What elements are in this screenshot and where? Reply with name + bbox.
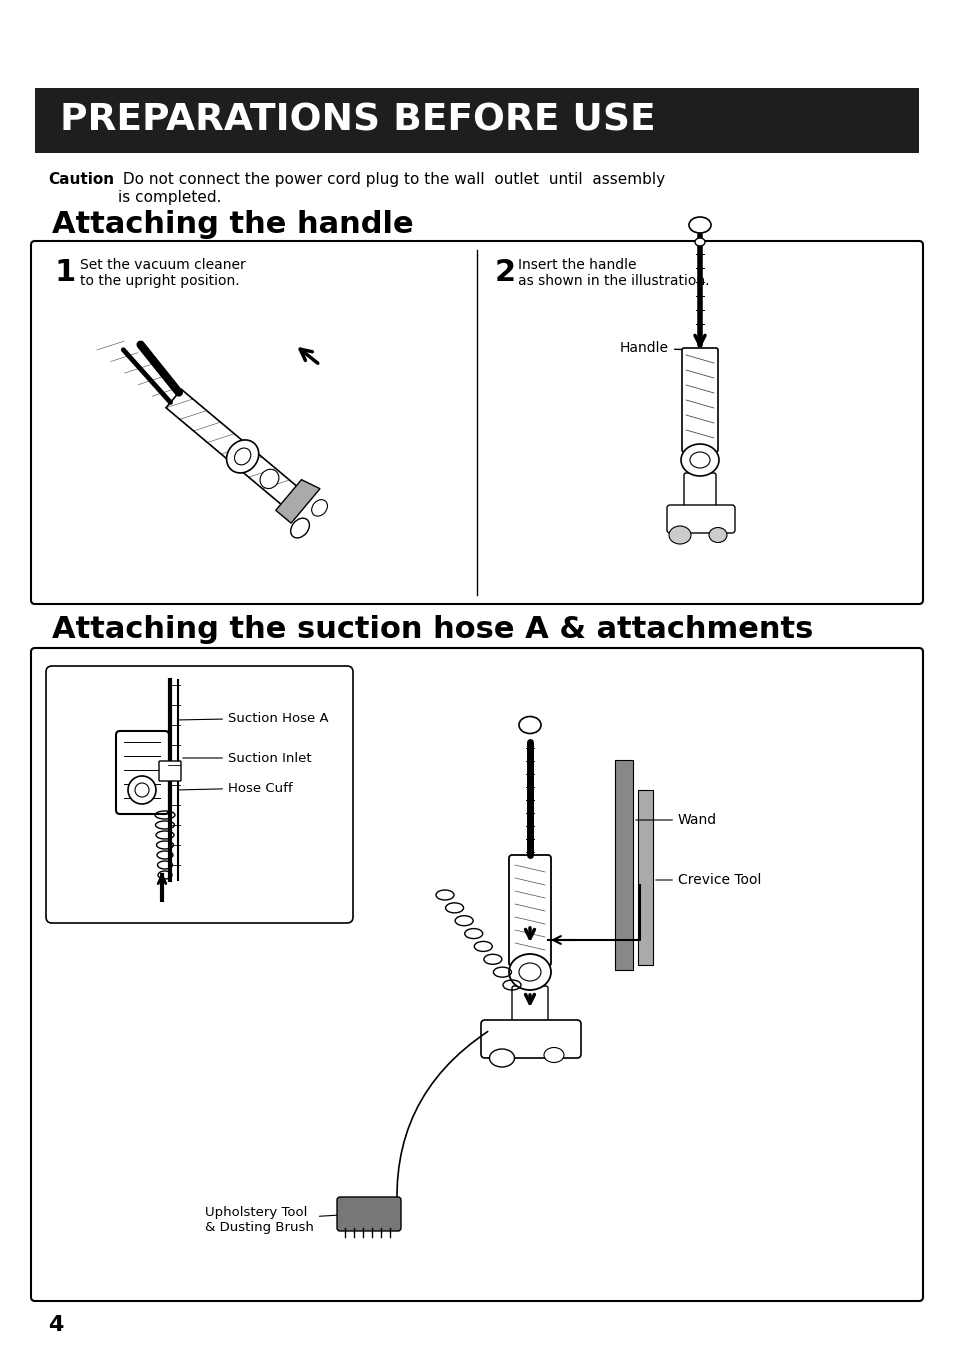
Text: Suction Inlet: Suction Inlet <box>183 751 312 764</box>
Text: Attaching the handle: Attaching the handle <box>52 210 414 239</box>
FancyBboxPatch shape <box>683 473 716 512</box>
Ellipse shape <box>680 443 719 476</box>
Ellipse shape <box>688 217 710 233</box>
Text: Caution: Caution <box>48 173 114 187</box>
Ellipse shape <box>312 500 327 516</box>
Text: 4: 4 <box>48 1316 63 1335</box>
Ellipse shape <box>668 526 690 545</box>
Ellipse shape <box>689 452 709 468</box>
Text: 1: 1 <box>55 257 76 287</box>
Ellipse shape <box>260 469 278 488</box>
Bar <box>615 760 633 971</box>
Text: Hose Cuff: Hose Cuff <box>177 782 293 794</box>
Text: is completed.: is completed. <box>118 190 221 205</box>
Ellipse shape <box>489 1049 514 1068</box>
Polygon shape <box>166 390 304 511</box>
FancyBboxPatch shape <box>159 762 181 780</box>
FancyBboxPatch shape <box>480 1020 580 1058</box>
Ellipse shape <box>509 954 551 989</box>
Ellipse shape <box>518 962 540 981</box>
FancyBboxPatch shape <box>509 855 551 967</box>
Bar <box>35 88 918 154</box>
Text: Handle: Handle <box>619 341 690 355</box>
Text: Attaching the suction hose A & attachments: Attaching the suction hose A & attachmen… <box>52 615 813 644</box>
Ellipse shape <box>291 518 309 538</box>
Bar <box>638 790 652 965</box>
Ellipse shape <box>234 448 251 465</box>
Text: Upholstery Tool
& Dusting Brush: Upholstery Tool & Dusting Brush <box>205 1206 336 1233</box>
Text: 2: 2 <box>495 257 516 287</box>
Text: Insert the handle
as shown in the illustration.: Insert the handle as shown in the illust… <box>517 257 709 288</box>
Text: :  Do not connect the power cord plug to the wall  outlet  until  assembly: : Do not connect the power cord plug to … <box>108 173 664 187</box>
Ellipse shape <box>518 717 540 733</box>
FancyBboxPatch shape <box>512 985 547 1029</box>
Text: Crevice Tool: Crevice Tool <box>655 874 760 887</box>
Ellipse shape <box>543 1047 563 1062</box>
FancyBboxPatch shape <box>30 241 923 604</box>
Ellipse shape <box>708 527 726 542</box>
Text: Suction Hose A: Suction Hose A <box>177 712 328 724</box>
Polygon shape <box>275 480 319 523</box>
Ellipse shape <box>227 439 258 473</box>
FancyBboxPatch shape <box>336 1197 400 1231</box>
FancyBboxPatch shape <box>666 506 734 532</box>
FancyBboxPatch shape <box>46 666 353 923</box>
Ellipse shape <box>135 783 149 797</box>
FancyBboxPatch shape <box>681 348 718 452</box>
FancyBboxPatch shape <box>30 648 923 1301</box>
Text: PREPARATIONS BEFORE USE: PREPARATIONS BEFORE USE <box>60 102 655 139</box>
FancyBboxPatch shape <box>116 731 169 814</box>
Ellipse shape <box>695 239 704 245</box>
Ellipse shape <box>128 776 156 803</box>
Text: Wand: Wand <box>635 813 717 828</box>
Text: Set the vacuum cleaner
to the upright position.: Set the vacuum cleaner to the upright po… <box>80 257 246 288</box>
